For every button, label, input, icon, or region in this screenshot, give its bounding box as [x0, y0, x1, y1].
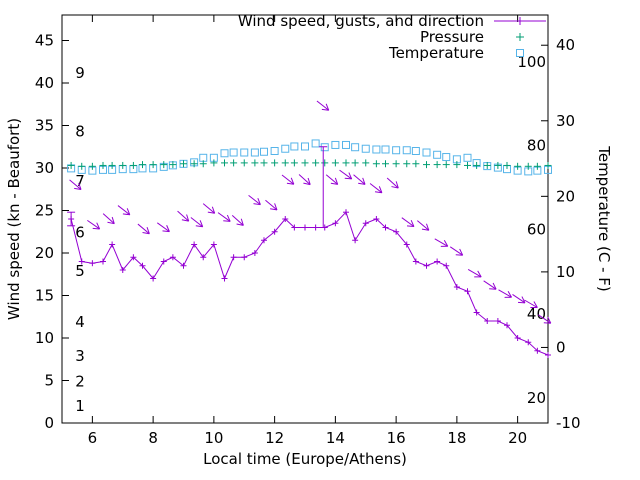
svg-text:20: 20 — [35, 244, 54, 262]
svg-text:6: 6 — [75, 224, 85, 242]
legend-label-temperature: Temperature — [388, 44, 484, 62]
svg-text:45: 45 — [35, 32, 54, 50]
legend: Wind speed, gusts, and direction Pressur… — [238, 13, 548, 61]
svg-text:3: 3 — [75, 347, 85, 365]
legend-item-temperature: Temperature — [389, 45, 548, 61]
svg-text:9: 9 — [75, 64, 85, 82]
svg-text:2: 2 — [75, 372, 85, 390]
svg-text:25: 25 — [35, 202, 54, 220]
wind-speed-line — [68, 209, 551, 358]
svg-text:8: 8 — [75, 122, 85, 140]
y-axis-label-left: Wind speed (kn - Beaufort) — [5, 117, 23, 321]
temperature-square-sample-icon — [516, 49, 524, 57]
legend-item-wind: Wind speed, gusts, and direction — [238, 13, 548, 29]
legend-item-pressure: Pressure — [420, 29, 548, 45]
svg-text:5: 5 — [75, 262, 85, 280]
svg-text:14: 14 — [326, 429, 345, 447]
svg-text:5: 5 — [44, 372, 54, 390]
svg-text:10: 10 — [556, 263, 575, 281]
svg-text:30: 30 — [556, 112, 575, 130]
legend-label-pressure: Pressure — [419, 28, 484, 46]
fahrenheit-scale-labels: 20 40 60 80 100 — [517, 53, 546, 407]
svg-text:20: 20 — [556, 187, 575, 205]
svg-text:60: 60 — [527, 221, 546, 239]
svg-text:0: 0 — [44, 414, 54, 432]
plot-border — [61, 14, 549, 424]
svg-text:4: 4 — [75, 313, 85, 331]
svg-text:10: 10 — [204, 429, 223, 447]
wind-line-sample-icon — [494, 17, 546, 25]
svg-text:80: 80 — [527, 137, 546, 155]
y-axis-label-right: Temperature (C - F) — [595, 146, 613, 292]
gust-error-bars — [67, 146, 328, 228]
svg-text:40: 40 — [527, 305, 546, 323]
svg-text:1: 1 — [75, 397, 85, 415]
svg-text:100: 100 — [517, 53, 546, 71]
x-axis-ticks: 6 8 10 12 14 16 18 20 — [88, 15, 527, 447]
pressure-cross-sample-icon — [516, 33, 524, 41]
svg-text:7: 7 — [75, 172, 85, 190]
pressure-points — [67, 159, 552, 170]
svg-text:40: 40 — [556, 36, 575, 54]
temperature-points — [67, 139, 552, 176]
svg-text:35: 35 — [35, 117, 54, 135]
svg-text:40: 40 — [35, 74, 54, 92]
svg-text:20: 20 — [527, 389, 546, 407]
svg-text:15: 15 — [35, 287, 54, 305]
svg-text:18: 18 — [447, 429, 466, 447]
svg-text:16: 16 — [387, 429, 406, 447]
svg-text:-10: -10 — [556, 414, 581, 432]
svg-text:30: 30 — [35, 159, 54, 177]
beaufort-scale-labels: 1 2 3 4 5 6 7 8 9 — [75, 64, 85, 415]
wind-direction-arrows — [69, 100, 552, 324]
svg-text:12: 12 — [265, 429, 284, 447]
svg-text:8: 8 — [148, 429, 158, 447]
x-axis-label: Local time (Europe/Athens) — [203, 450, 407, 468]
svg-text:6: 6 — [88, 429, 98, 447]
svg-text:0: 0 — [556, 338, 566, 356]
legend-label-wind: Wind speed, gusts, and direction — [237, 12, 484, 30]
y-axis-ticks-right: -10 0 10 20 30 40 — [541, 36, 581, 432]
svg-text:20: 20 — [508, 429, 527, 447]
y-axis-ticks-left: 0 5 10 15 20 25 30 35 40 45 — [35, 32, 69, 432]
svg-text:10: 10 — [35, 329, 54, 347]
